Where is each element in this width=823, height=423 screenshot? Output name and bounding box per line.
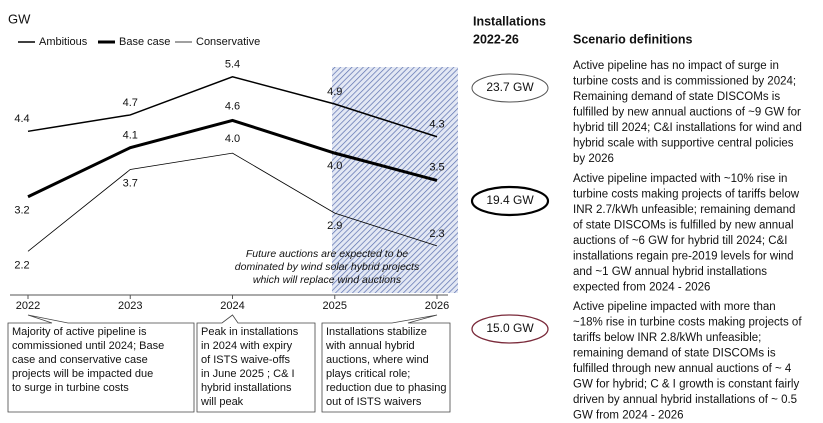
x-tick-label: 2022: [16, 300, 40, 312]
scenario-text: and ~1 GW annual hybrid installations: [573, 266, 767, 278]
installations-value: 19.4 GW: [486, 193, 534, 207]
scenario-text: Remaining demand of state DISCOMs is: [573, 91, 780, 103]
scenario-text: remaining demand of state DISCOMs is: [573, 348, 776, 360]
legend-label: Ambitious: [39, 36, 88, 48]
data-label: 4.6: [225, 100, 240, 112]
data-label: 2.9: [327, 220, 342, 232]
callout-text: reduction due to phasing: [326, 382, 446, 394]
callout-box: [321, 314, 451, 413]
callout-text: plays critical role;: [326, 368, 410, 380]
callout-text: auctions, where wind: [326, 354, 429, 366]
scenario-text: turbine costs and is commissioned by 202…: [573, 76, 796, 88]
scenario-text: tariffs below INR 2.8/kWh unfeasible;: [573, 332, 761, 344]
data-label: 4.3: [429, 119, 444, 131]
installations-badge: [470, 185, 550, 217]
scenario-text: installations regain pre-2019 levels for…: [573, 251, 794, 263]
x-tick-label: 2026: [425, 300, 449, 312]
x-tick-label: 2025: [323, 300, 347, 312]
installations-value: 15.0 GW: [486, 321, 534, 335]
legend-label: Conservative: [196, 36, 260, 48]
scenario-text: GW from 2024 - 2026: [573, 410, 684, 422]
scenario-text: ~18% rise in turbine costs making projec…: [573, 317, 802, 329]
data-label: 4.9: [327, 86, 342, 98]
scenario-text: fulfilled by new annual auctions of ~9 G…: [573, 107, 801, 119]
scenario-text: fulfilled through new annual auctions of…: [573, 363, 792, 375]
scenario-text: hybrid till 2024; C&I installations for …: [573, 122, 802, 134]
callout-box: [196, 314, 316, 413]
panel-header: Installations: [473, 14, 546, 28]
scenario-text: Active pipeline has no impact of surge i…: [573, 60, 779, 72]
data-label: 4.4: [14, 113, 29, 125]
x-tick-label: 2023: [118, 300, 142, 312]
scenario-text: by 2026: [573, 153, 614, 165]
annotation: Future auctions are expected to be: [246, 248, 408, 260]
callout-text: in June 2025 ; C& I: [201, 368, 295, 380]
data-label: 2.3: [429, 228, 444, 240]
callout-text: with annual hybrid: [325, 340, 415, 352]
callout-text: to surge in turbine costs: [12, 382, 129, 394]
panel-header: Scenario definitions: [573, 32, 693, 46]
callout-text: will peak: [200, 396, 244, 408]
scenario-text: driven by annual hybrid installations of…: [573, 394, 797, 406]
data-label: 3.7: [123, 177, 138, 189]
installations-badge: [471, 314, 549, 344]
x-tick-label: 2024: [220, 300, 244, 312]
annotation: which will replace wind auctions: [253, 274, 402, 286]
callout-text: case and conservative case: [12, 354, 148, 366]
data-label: 4.1: [123, 130, 138, 142]
callout-text: hybrid installations: [201, 382, 292, 394]
scenario-text: INR 2.7/kWh unfeasible; remaining demand: [573, 204, 795, 216]
scenario-text: GW for hybrid; C & I growth is constant …: [573, 379, 799, 391]
callout-text: Majority of active pipeline is: [12, 326, 147, 338]
data-label: 4.0: [225, 133, 240, 145]
callout-text: projects will be impacted due: [12, 368, 153, 380]
scenario-text: auctions of ~6 GW for hybrid till 2024; …: [573, 235, 787, 247]
callout-text: in 2024 with expiry: [201, 340, 293, 352]
y-label: GW: [8, 11, 31, 26]
scenario-text: Active pipeline impacted with more than: [573, 301, 776, 313]
callout-text: Installations stabilize: [326, 326, 427, 338]
callout-text: out of ISTS waivers: [326, 396, 422, 408]
panel-header: 2022-26: [473, 32, 519, 46]
scenario-text: hybrid scale with supportive central pol…: [573, 138, 794, 150]
series-line: [27, 118, 438, 199]
data-label: 3.2: [14, 205, 29, 217]
data-label: 5.4: [225, 59, 240, 71]
series-line: [27, 152, 438, 252]
series-line: [27, 75, 438, 138]
scenario-text: expected from 2024 - 2026: [573, 282, 710, 294]
scenario-text: Active pipeline impacted with ~10% rise …: [573, 173, 787, 185]
callout-text: Peak in installations: [201, 326, 299, 338]
data-label: 2.2: [14, 259, 29, 271]
legend-label: Base case: [119, 36, 170, 48]
scenario-text: turbine costs making projects of tariffs…: [573, 189, 800, 201]
callout-text: of ISTS waive-offs: [201, 354, 291, 366]
scenario-text: of state DISCOMs is fulfilled by new ann…: [573, 220, 794, 232]
callout-text: commissioned until 2024; Base: [12, 340, 164, 352]
installations-badge: [471, 73, 549, 103]
data-label: 4.7: [123, 97, 138, 109]
installations-value: 23.7 GW: [486, 80, 534, 94]
data-label: 4.0: [327, 160, 342, 172]
data-label: 3.5: [429, 161, 444, 173]
callout-box: [7, 314, 195, 413]
annotation: dominated by wind solar hybrid projects: [235, 261, 420, 273]
